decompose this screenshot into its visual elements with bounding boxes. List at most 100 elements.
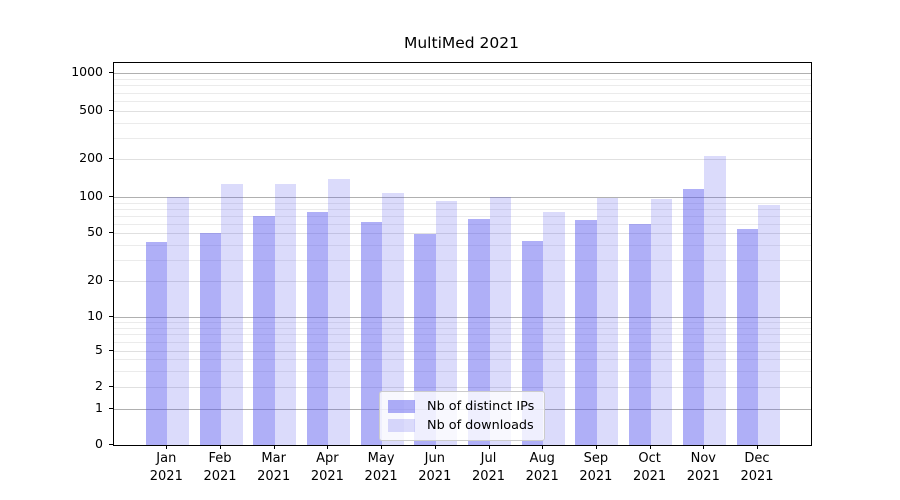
x-tick-mark xyxy=(327,445,329,449)
gridline xyxy=(114,327,811,329)
bar-distinct-ips xyxy=(736,229,758,445)
x-axis-label: Feb 2021 xyxy=(203,451,237,484)
gridline xyxy=(114,111,811,112)
legend-row-distinct-ips: Nb of distinct IPs xyxy=(388,397,534,416)
gridline xyxy=(114,202,811,204)
gridline xyxy=(114,197,811,198)
bar-downloads xyxy=(650,198,673,445)
gridline xyxy=(114,341,811,343)
y-tick-mark xyxy=(109,315,113,317)
x-axis-label: Aug 2021 xyxy=(525,451,559,484)
gridline xyxy=(114,101,811,102)
x-axis-label: Sep 2021 xyxy=(579,451,613,484)
y-axis-label: 20 xyxy=(87,272,103,287)
x-tick-mark xyxy=(488,445,490,449)
y-axis-label: 100 xyxy=(79,188,103,203)
legend-swatch-distinct-ips xyxy=(388,400,415,413)
y-tick-mark xyxy=(109,72,113,73)
gridline xyxy=(114,259,811,261)
x-axis-label: May 2021 xyxy=(364,451,398,484)
x-tick-mark xyxy=(220,445,221,449)
plot-area: Nb of distinct IPs Nb of downloads xyxy=(113,62,812,446)
x-axis-label: Jul 2021 xyxy=(471,451,506,484)
gridline xyxy=(114,85,811,87)
x-axis-label: Oct 2021 xyxy=(633,451,667,484)
gridline xyxy=(114,223,811,225)
gridline xyxy=(114,208,811,210)
x-axis-label: Apr 2021 xyxy=(310,451,344,484)
gridline xyxy=(114,386,811,388)
bar-downloads xyxy=(167,197,189,445)
y-tick-mark xyxy=(109,385,113,387)
bar-downloads xyxy=(382,192,404,445)
chart-title: MultiMed 2021 xyxy=(403,34,519,52)
x-tick-mark xyxy=(757,445,758,449)
gridline xyxy=(114,281,811,282)
y-axis-label: 0 xyxy=(95,436,103,451)
gridline xyxy=(114,92,811,94)
gridline xyxy=(114,137,811,139)
x-tick-mark xyxy=(166,445,168,449)
y-tick-mark xyxy=(109,349,113,351)
y-axis-label: 1 xyxy=(95,400,103,415)
x-tick-mark xyxy=(649,445,651,449)
y-tick-mark xyxy=(109,280,113,281)
gridline xyxy=(114,215,811,217)
bar-distinct-ips xyxy=(575,220,597,445)
y-tick-mark xyxy=(109,196,113,197)
bar-distinct-ips xyxy=(199,233,221,445)
y-axis-label: 500 xyxy=(79,102,103,117)
bar-downloads xyxy=(328,179,350,445)
gridline xyxy=(114,73,811,74)
x-axis-label: Jun 2021 xyxy=(418,451,452,484)
bar-downloads xyxy=(596,198,619,445)
gridline xyxy=(114,316,811,318)
bar-downloads xyxy=(274,183,297,445)
bar-distinct-ips xyxy=(145,242,168,445)
y-tick-mark xyxy=(109,408,113,409)
y-axis-label: 5 xyxy=(95,341,103,357)
legend-swatch-downloads xyxy=(388,419,415,432)
bar-distinct-ips xyxy=(629,223,651,445)
x-tick-mark xyxy=(434,445,436,449)
bar-downloads xyxy=(221,183,243,445)
gridline xyxy=(114,244,811,246)
x-axis-label: Dec 2021 xyxy=(740,451,774,484)
y-tick-mark xyxy=(109,158,113,159)
y-axis-label: 10 xyxy=(87,307,103,323)
y-axis-label: 200 xyxy=(79,150,103,165)
gridline xyxy=(114,359,811,361)
gridline xyxy=(114,350,811,352)
y-tick-mark xyxy=(109,110,113,111)
bar-downloads xyxy=(758,204,780,445)
legend-label-downloads: Nb of downloads xyxy=(427,418,534,433)
gridline xyxy=(114,334,811,336)
legend-row-downloads: Nb of downloads xyxy=(388,416,534,435)
gridline xyxy=(114,321,811,323)
y-axis-label: 1000 xyxy=(71,64,103,79)
x-tick-mark xyxy=(703,445,705,449)
y-tick-mark xyxy=(109,232,113,233)
y-tick-mark xyxy=(109,444,113,445)
legend: Nb of distinct IPs Nb of downloads xyxy=(379,391,546,441)
gridline xyxy=(114,233,811,234)
x-axis-label: Mar 2021 xyxy=(257,451,291,484)
gridline xyxy=(114,159,811,160)
bar-downloads xyxy=(543,211,565,445)
bar-distinct-ips xyxy=(682,189,705,445)
x-tick-mark xyxy=(542,445,544,449)
bar-distinct-ips xyxy=(468,219,490,445)
bar-distinct-ips xyxy=(306,211,329,445)
x-tick-mark xyxy=(595,445,597,449)
bar-distinct-ips xyxy=(253,215,275,445)
legend-label-distinct-ips: Nb of distinct IPs xyxy=(427,399,535,414)
gridline xyxy=(114,370,811,372)
x-axis-label: Jan 2021 xyxy=(149,451,183,484)
gridline xyxy=(114,78,811,80)
bar-downloads xyxy=(704,155,726,445)
x-tick-mark xyxy=(381,445,383,449)
x-tick-mark xyxy=(273,445,275,449)
bar-distinct-ips xyxy=(360,221,383,445)
bar-downloads xyxy=(435,201,458,445)
